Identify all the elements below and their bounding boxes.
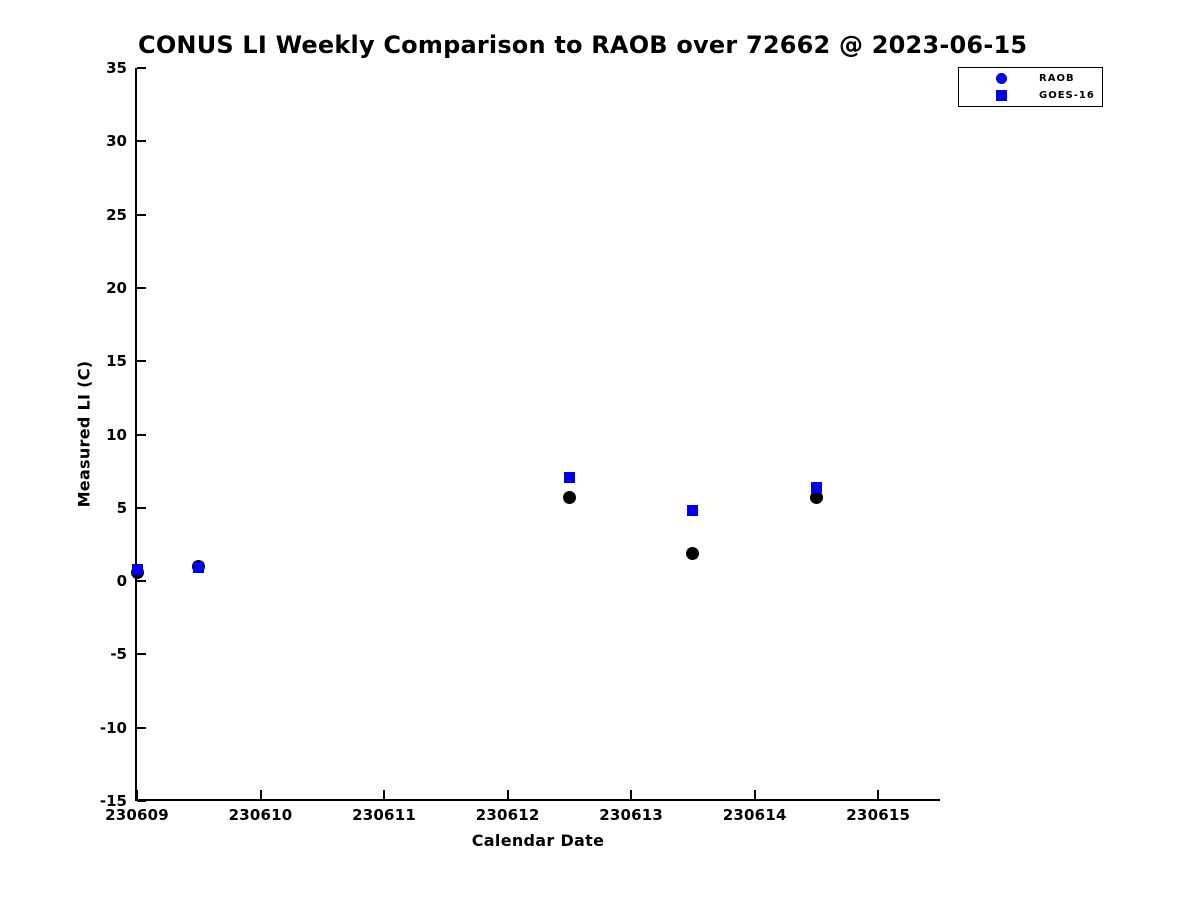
x-tick	[753, 790, 756, 799]
x-tick-label: 230610	[228, 806, 293, 824]
x-tick	[383, 790, 386, 799]
x-tick-label: 230612	[475, 806, 540, 824]
legend-square-marker-icon	[996, 90, 1007, 101]
y-tick	[137, 67, 146, 69]
x-tick-label: 230614	[722, 806, 787, 824]
y-tick-label: -10	[99, 718, 127, 737]
y-tick	[137, 726, 146, 729]
data-point-raob	[686, 546, 700, 560]
data-point-goes16	[193, 562, 205, 574]
y-tick-label: 0	[116, 572, 127, 591]
y-tick	[137, 433, 146, 436]
data-point-goes16	[563, 471, 575, 483]
x-tick	[630, 790, 633, 799]
y-tick	[137, 653, 146, 656]
x-tick-label: 230609	[105, 806, 169, 824]
x-axis-spine	[135, 799, 940, 801]
y-tick	[137, 140, 146, 143]
legend-label: GOES-16	[1039, 90, 1095, 101]
y-tick-label: 10	[106, 425, 127, 444]
legend-circle-marker-icon	[996, 73, 1007, 84]
y-tick	[137, 800, 146, 802]
y-tick-label: 5	[116, 498, 127, 517]
y-tick-label: -15	[99, 792, 127, 810]
y-tick-label: 25	[106, 205, 127, 224]
data-point-goes16	[131, 563, 143, 575]
y-tick-label: 30	[106, 132, 127, 151]
chart-title: CONUS LI Weekly Comparison to RAOB over …	[138, 31, 1028, 59]
data-point-goes16	[810, 481, 822, 493]
y-tick-label: 15	[106, 352, 127, 371]
x-tick	[877, 790, 880, 799]
y-tick	[137, 580, 146, 583]
x-tick	[259, 790, 262, 799]
y-tick	[137, 213, 146, 216]
y-tick	[137, 286, 146, 289]
data-point-raob	[562, 491, 576, 505]
legend-item-goes16: GOES-16	[959, 87, 1102, 104]
x-tick-label: 230615	[846, 806, 911, 824]
x-tick-label: 230613	[599, 806, 664, 824]
y-tick-label: -5	[110, 645, 127, 664]
x-axis-label: Calendar Date	[471, 831, 605, 850]
y-tick	[137, 360, 146, 363]
legend-item-raob: RAOB	[959, 70, 1102, 87]
y-tick	[137, 506, 146, 509]
data-point-raob	[809, 491, 823, 505]
y-axis-spine	[135, 68, 137, 801]
data-point-goes16	[687, 505, 699, 517]
legend: RAOB GOES-16	[958, 67, 1103, 107]
y-tick-label: 20	[106, 278, 127, 297]
y-tick-label: 35	[106, 59, 127, 77]
x-tick	[506, 790, 509, 799]
legend-label: RAOB	[1039, 73, 1075, 84]
x-tick	[136, 790, 138, 799]
x-tick-label: 230611	[352, 806, 416, 824]
